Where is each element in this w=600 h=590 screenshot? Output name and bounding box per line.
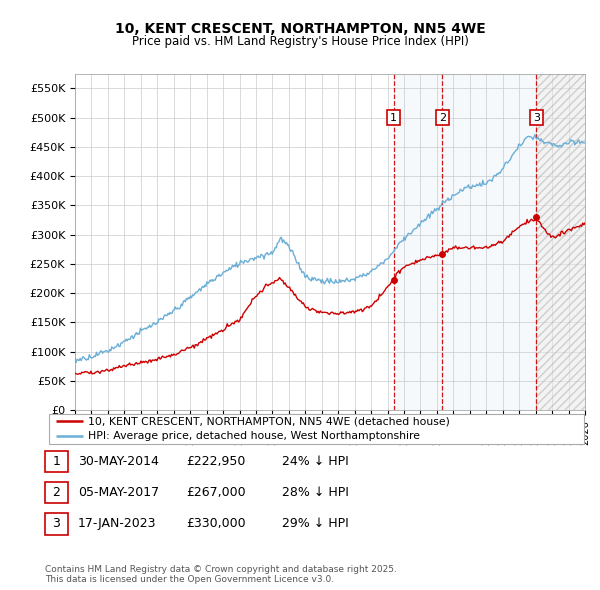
Text: 3: 3 — [52, 517, 61, 530]
Text: £267,000: £267,000 — [186, 486, 245, 499]
Text: 24% ↓ HPI: 24% ↓ HPI — [282, 455, 349, 468]
FancyBboxPatch shape — [49, 414, 584, 444]
Bar — [536, 74, 585, 410]
Text: 2: 2 — [52, 486, 61, 499]
Text: 3: 3 — [533, 113, 540, 123]
Text: 10, KENT CRESCENT, NORTHAMPTON, NN5 4WE: 10, KENT CRESCENT, NORTHAMPTON, NN5 4WE — [115, 22, 485, 37]
Text: 05-MAY-2017: 05-MAY-2017 — [78, 486, 159, 499]
Text: 29% ↓ HPI: 29% ↓ HPI — [282, 517, 349, 530]
Text: Price paid vs. HM Land Registry's House Price Index (HPI): Price paid vs. HM Land Registry's House … — [131, 35, 469, 48]
Bar — [442, 74, 536, 410]
Bar — [394, 74, 442, 410]
Text: 17-JAN-2023: 17-JAN-2023 — [78, 517, 157, 530]
Text: 10, KENT CRESCENT, NORTHAMPTON, NN5 4WE (detached house): 10, KENT CRESCENT, NORTHAMPTON, NN5 4WE … — [88, 416, 450, 426]
Text: 1: 1 — [52, 455, 61, 468]
Text: £222,950: £222,950 — [186, 455, 245, 468]
Text: 28% ↓ HPI: 28% ↓ HPI — [282, 486, 349, 499]
Text: Contains HM Land Registry data © Crown copyright and database right 2025.
This d: Contains HM Land Registry data © Crown c… — [45, 565, 397, 584]
Text: 2: 2 — [439, 113, 446, 123]
Text: 30-MAY-2014: 30-MAY-2014 — [78, 455, 159, 468]
Text: £330,000: £330,000 — [186, 517, 245, 530]
Bar — [536, 74, 585, 410]
Text: HPI: Average price, detached house, West Northamptonshire: HPI: Average price, detached house, West… — [88, 431, 420, 441]
Text: 1: 1 — [390, 113, 397, 123]
